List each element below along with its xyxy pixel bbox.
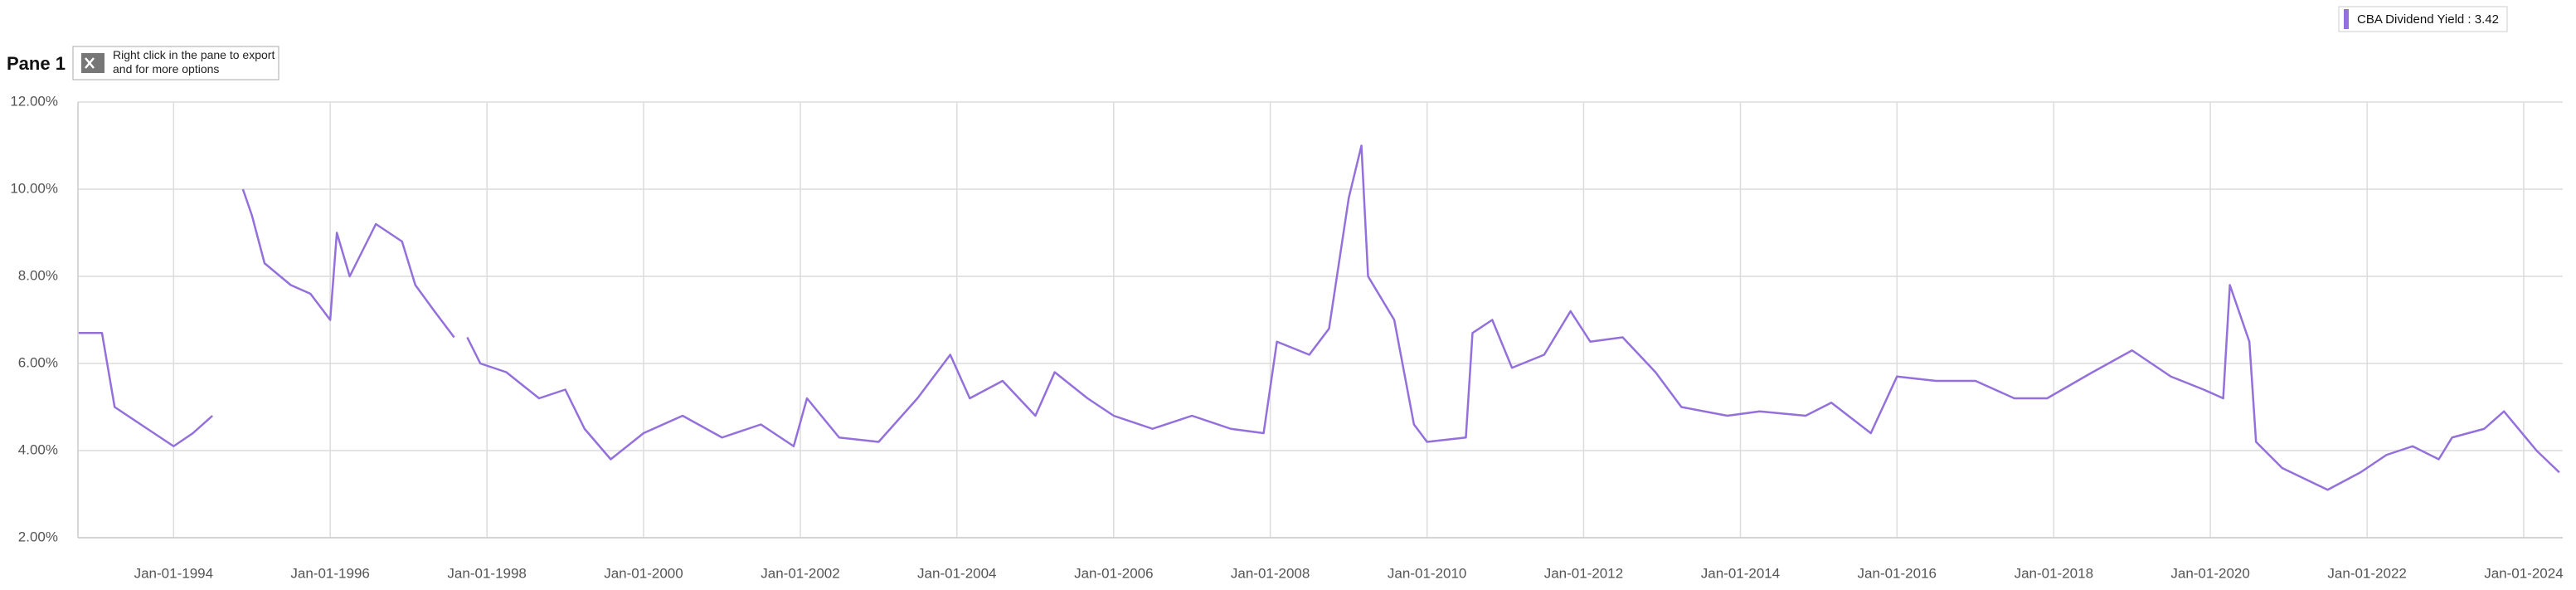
line-series [78, 332, 213, 447]
export-box[interactable] [72, 46, 279, 80]
x-tick-label: Jan-01-2022 [2327, 565, 2406, 581]
x-tick-label: Jan-01-2000 [604, 565, 683, 581]
excel-icon [81, 53, 104, 73]
line-series [241, 188, 455, 339]
x-tick-label: Jan-01-2012 [1544, 565, 1623, 581]
x-tick-label: Jan-01-2008 [1231, 565, 1310, 581]
pane-title: Pane 1 [7, 53, 66, 74]
y-tick-label: 2.00% [18, 529, 58, 544]
export-hint: Right click in the pane to export and fo… [113, 48, 275, 76]
x-tick-label: Jan-01-2016 [1858, 565, 1937, 581]
y-tick-label: 8.00% [18, 267, 58, 283]
line-series [466, 144, 2560, 491]
x-tick-label: Jan-01-2024 [2484, 565, 2563, 581]
x-tick-label: Jan-01-2020 [2170, 565, 2249, 581]
x-tick-label: Jan-01-2018 [2015, 565, 2093, 581]
x-tick-label: Jan-01-1998 [447, 565, 526, 581]
x-tick-label: Jan-01-1994 [134, 565, 213, 581]
x-tick-label: Jan-01-2014 [1701, 565, 1780, 581]
y-tick-label: 6.00% [18, 354, 58, 370]
legend-swatch [2344, 9, 2349, 29]
export-hint-box: Right click in the pane to export and fo… [113, 48, 275, 76]
y-tick-label: 12.00% [10, 93, 58, 109]
legend-box [2338, 6, 2508, 32]
legend-label: CBA Dividend Yield : 3.42 [2357, 12, 2499, 27]
x-tick-label: Jan-01-2004 [917, 565, 996, 581]
x-tick-label: Jan-01-2002 [761, 565, 839, 581]
export-button[interactable]: Right click in the pane to export and fo… [72, 46, 279, 80]
y-tick-label: 4.00% [18, 441, 58, 457]
legend: CBA Dividend Yield : 3.42 [2338, 6, 2508, 32]
x-tick-label: Jan-01-2010 [1388, 565, 1466, 581]
x-tick-label: Jan-01-1996 [290, 565, 369, 581]
excel-icon-x [85, 57, 95, 69]
x-tick-label: Jan-01-2006 [1074, 565, 1153, 581]
y-tick-label: 10.00% [10, 180, 58, 196]
